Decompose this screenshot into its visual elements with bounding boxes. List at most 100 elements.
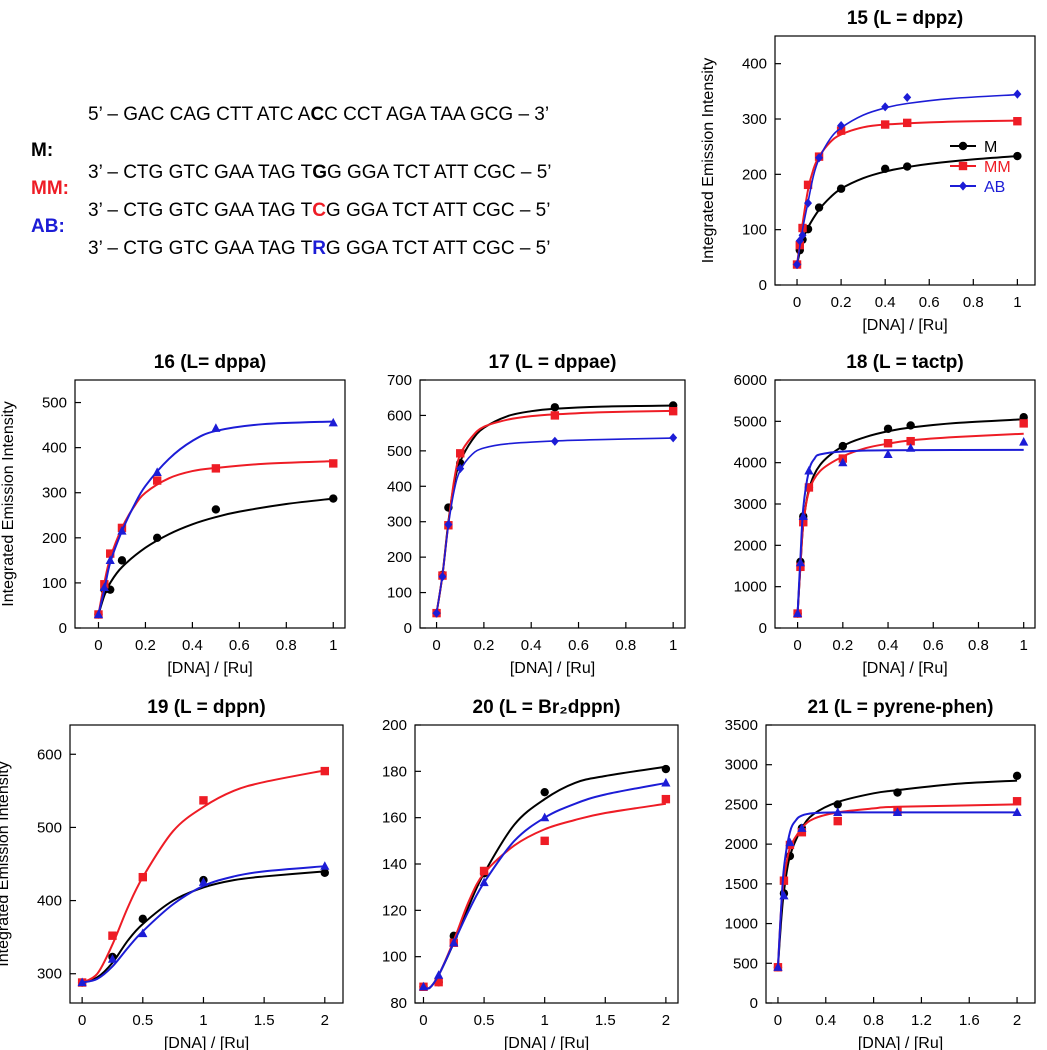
legend-marker [959, 181, 967, 191]
x-tick-label: 0.6 [919, 294, 940, 311]
legend-item-ab: AB [950, 179, 1005, 196]
series-ab [418, 777, 671, 991]
y-tick-label: 500 [42, 395, 67, 412]
data-point [838, 457, 848, 467]
y-tick-label: 2500 [725, 796, 758, 813]
fit-line [81, 865, 325, 984]
x-tick-label: 0 [793, 294, 801, 311]
sequence-top-strand: 5’ – GAC CAG CTT ATC ACC CCT AGA TAA GCG… [0, 82, 549, 148]
y-tick-label: 400 [42, 440, 67, 457]
y-tick-label: 400 [742, 56, 767, 73]
x-tick-label: 0.8 [615, 637, 636, 654]
x-tick-label: 0 [78, 1012, 86, 1029]
fit-line [796, 119, 1018, 265]
x-tick-label: 2 [1013, 1012, 1021, 1029]
y-axis-label: Integrated Emission Intensity [0, 761, 12, 966]
x-tick-label: 0.4 [182, 637, 203, 654]
y-tick-label: 200 [382, 717, 407, 734]
data-point [903, 162, 912, 171]
x-tick-label: 1 [199, 1012, 207, 1029]
y-axis-label: Integrated Emission Intensity [0, 401, 17, 606]
chart-15: 15 (L = dppz) 0 0.2 0.4 0.6 0.8 1 0 100 200 300 400… [700, 8, 1036, 334]
x-tick-label: 0 [419, 1012, 427, 1029]
legend-marker [958, 141, 968, 151]
data-point [880, 120, 890, 129]
plot-frame [414, 724, 679, 1004]
x-tick-label: 1.6 [959, 1012, 980, 1029]
x-tick-label: 0.5 [132, 1012, 153, 1029]
fit-line [81, 870, 325, 984]
y-tick-label: 0 [404, 620, 412, 637]
data-point [903, 118, 912, 128]
chart-17: 17 (L = dppae) 0 0.2 0.4 0.6 0.8 1 0 100 200 300 40… [387, 352, 686, 677]
seq-top-suffix: C CCT AGA TAA GCG – 3’ [324, 104, 550, 125]
data-point [833, 807, 843, 816]
seq-top-prefix: 5’ – GAC CAG CTT ATC A [88, 104, 311, 125]
x-tick-label: 0.8 [276, 637, 297, 654]
y-tick-label: 0 [59, 620, 67, 637]
data-point [117, 526, 127, 535]
x-tick-label: 0.8 [863, 1012, 884, 1029]
data-point [418, 981, 429, 991]
seq-top-highlight: C [310, 104, 325, 125]
series-ab [77, 861, 330, 987]
data-point [779, 890, 789, 900]
legend-label: M [984, 139, 997, 156]
series-ab [93, 417, 338, 619]
x-tick-label: 2 [662, 1012, 670, 1029]
series-mm [94, 459, 338, 619]
chart-title: 20 (L = Br₂dppn) [473, 697, 621, 718]
x-tick-label: 0 [94, 637, 102, 654]
data-point [106, 549, 115, 558]
data-point [320, 868, 329, 877]
y-tick-label: 300 [42, 485, 67, 502]
seq-mm-prefix: 3’ – CTG GTC GAA TAG T [88, 200, 313, 221]
data-point [152, 476, 162, 485]
y-tick-label: 700 [387, 372, 412, 389]
y-tick-label: 200 [42, 530, 67, 547]
plot-frame [69, 724, 344, 1004]
fit-line [423, 765, 667, 990]
plot-frame [765, 724, 1036, 1004]
seq-m-prefix: 3’ – CTG GTC GAA TAG T [88, 162, 313, 183]
chart-19: 19 (L = dppn) 0 0.5 1 1.5 2 300 400 500 600 [DNA] … [0, 697, 344, 1050]
legend-label: AB [984, 179, 1005, 196]
fit-line [776, 811, 1018, 968]
data-point [799, 517, 808, 527]
data-point [668, 406, 678, 416]
chart-title: 18 (L = tactp) [846, 352, 963, 373]
series-mm [419, 794, 671, 991]
x-tick-label: 1 [1020, 637, 1028, 654]
data-point [833, 816, 842, 826]
x-tick-label: 1.5 [254, 1012, 275, 1029]
data-point [837, 121, 846, 131]
fit-line [423, 802, 667, 990]
sequence-row-mm: MM: 3’ – CTG GTC GAA TAG TCG GGA TCT ATT… [0, 156, 550, 244]
y-tick-label: 2000 [734, 537, 767, 554]
y-tick-label: 300 [387, 514, 412, 531]
data-point [1019, 419, 1028, 428]
data-point [320, 861, 330, 870]
data-point [328, 417, 338, 427]
series-m [432, 401, 678, 618]
data-point [432, 608, 441, 618]
x-tick-label: 0.4 [521, 637, 542, 654]
y-tick-label: 100 [742, 222, 767, 239]
seq-ab-prefix: 3’ – CTG GTC GAA TAG T [88, 238, 313, 259]
sequence-row-ab: AB: 3’ – CTG GTC GAA TAG TRG GGA TCT ATT… [0, 194, 550, 282]
data-point [1019, 437, 1029, 446]
y-tick-label: 100 [382, 949, 407, 966]
data-point [903, 92, 912, 103]
y-tick-label: 3000 [734, 496, 767, 513]
legend-item-m: M [950, 139, 997, 156]
y-tick-label: 0 [750, 995, 758, 1012]
seq-mm-suffix: G GGA TCT ATT CGC – 5’ [325, 200, 551, 221]
x-tick-label: 0.2 [473, 637, 494, 654]
data-point [105, 555, 115, 564]
data-point [836, 184, 846, 193]
data-point [785, 837, 795, 847]
data-point [804, 483, 814, 492]
y-tick-label: 200 [742, 166, 767, 183]
data-point [479, 877, 489, 887]
y-tick-label: 100 [42, 575, 67, 592]
